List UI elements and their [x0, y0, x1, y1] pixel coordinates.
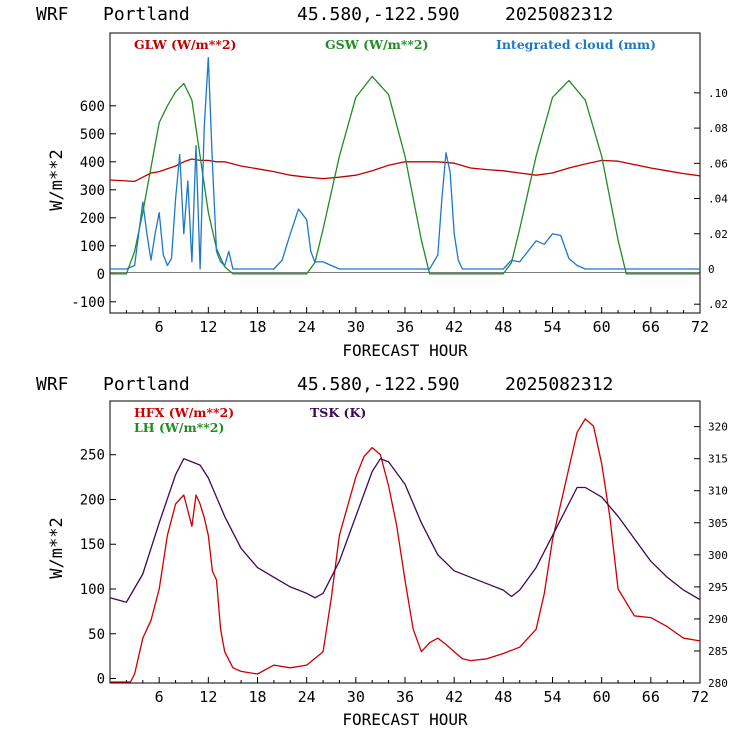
p2-x-tick-label-54: 54 — [543, 688, 561, 706]
panel-1-plot-frame — [109, 32, 701, 314]
p2-x-tick-label-30: 30 — [347, 688, 365, 706]
p1-x-tick-label-54: 54 — [543, 318, 561, 336]
p1-x-tick-label-60: 60 — [593, 318, 611, 336]
legend-gsw: GSW (W/m**2) — [325, 37, 429, 52]
p1-y-left-tick-label: 0 — [97, 267, 105, 283]
panel-1-x-axis: 6 12 18 24 30 36 42 48 54 60 66 72 — [125, 307, 709, 336]
p1-x-tick-label-72: 72 — [691, 318, 709, 336]
p1-y-right-tick-label: .10 — [708, 87, 728, 100]
panel-2-legend: HFX (W/m**2) LH (W/m**2) TSK (K) — [134, 405, 366, 435]
p1-x-tick-label-66: 66 — [642, 318, 660, 336]
panel-1-header: WRF Portland 45.580,-122.590 2025082312 — [36, 4, 613, 25]
p1-y-left-tick-label: 400 — [80, 155, 105, 171]
p1-series-line-0 — [109, 158, 701, 183]
p1-y-right-tick-label: .02 — [708, 228, 728, 241]
p1-x-tick-label-30: 30 — [347, 318, 365, 336]
panel-2-header: WRF Portland 45.580,-122.590 2025082312 — [36, 374, 613, 395]
legend-integrated-cloud: Integrated cloud (mm) — [496, 37, 656, 52]
p2-x-tick-label-18: 18 — [248, 688, 266, 706]
p1-x-tick-label-12: 12 — [199, 318, 217, 336]
panel-2-init-time: 2025082312 — [505, 374, 613, 395]
p2-series-line-0 — [110, 418, 701, 683]
p1-series-line-1 — [110, 75, 700, 275]
p2-y-right-tick-label: 320 — [708, 421, 728, 434]
p2-y-right-tick-label: 315 — [708, 453, 728, 466]
panel-2-model: WRF — [36, 374, 69, 395]
p1-x-tick-label-48: 48 — [494, 318, 512, 336]
panel-2-coords: 45.580,-122.590 — [297, 374, 460, 395]
p1-y-right-tick-label: .06 — [708, 157, 728, 170]
p1-y-left-tick-label: 100 — [80, 239, 105, 255]
p1-y-right-tick-label: .04 — [708, 193, 728, 206]
p2-x-tick-label-12: 12 — [199, 688, 217, 706]
p2-y-right-tick-label: 290 — [708, 613, 728, 626]
p1-y-left-tick-label: 300 — [80, 183, 105, 199]
p1-x-tick-label-42: 42 — [445, 318, 463, 336]
legend-glw: GLW (W/m**2) — [134, 37, 236, 52]
p1-y-right-tick-label: .02 — [708, 298, 728, 311]
panel-1-coords: 45.580,-122.590 — [297, 4, 460, 25]
p2-y-right-tick-label: 310 — [708, 485, 728, 498]
p1-series-line-2 — [110, 57, 700, 270]
p1-y-left-tick-label: -100 — [71, 295, 105, 311]
p2-x-tick-label-24: 24 — [298, 688, 316, 706]
panel-1-y-axis-left: -100 0 100 200 300 400 500 600 — [71, 99, 116, 311]
p1-y-right-tick-label: 0 — [708, 263, 715, 276]
p2-y-left-tick-label: 50 — [88, 627, 105, 643]
p2-series-line-2 — [109, 458, 701, 603]
panel-2-y-axis-right: 280 285 290 295 300 305 310 315 320 — [694, 421, 728, 690]
legend-tsk: TSK (K) — [310, 405, 366, 420]
legend-hfx: HFX (W/m**2) — [134, 405, 234, 420]
panel-radiation: WRF Portland 45.580,-122.590 2025082312 … — [36, 4, 728, 360]
p1-x-tick-label-6: 6 — [155, 318, 164, 336]
p2-y-left-tick-label: 0 — [97, 672, 105, 688]
p2-y-right-tick-label: 305 — [708, 517, 728, 530]
p1-x-tick-label-18: 18 — [248, 318, 266, 336]
panel-2-x-axis-label: FORECAST HOUR — [342, 710, 468, 729]
p2-y-right-tick-label: 295 — [708, 581, 728, 594]
panel-2-location: Portland — [103, 374, 190, 395]
panel-1-x-axis-label: FORECAST HOUR — [342, 341, 468, 360]
panel-1-model: WRF — [36, 4, 69, 25]
p2-y-left-tick-label: 100 — [80, 582, 105, 598]
p2-x-tick-label-36: 36 — [396, 688, 414, 706]
p2-y-right-tick-label: 285 — [708, 645, 728, 658]
p1-y-left-tick-label: 500 — [80, 127, 105, 143]
panel-1-y-axis-right: .02 0 .02 .04 .06 .08 .10 — [694, 87, 728, 311]
p1-y-right-tick-label: .08 — [708, 122, 728, 135]
panel-heat-flux: WRF Portland 45.580,-122.590 2025082312 … — [36, 374, 728, 729]
panel-2-y-axis-label: W/m**2 — [47, 517, 67, 578]
p2-x-tick-label-66: 66 — [642, 688, 660, 706]
p2-x-tick-label-48: 48 — [494, 688, 512, 706]
panel-1-init-time: 2025082312 — [505, 4, 613, 25]
p2-y-left-tick-label: 200 — [80, 492, 105, 508]
p2-x-tick-label-60: 60 — [593, 688, 611, 706]
panel-2-plot-frame — [109, 400, 701, 684]
panel-2-y-axis-left: 0 50 100 150 200 250 — [80, 448, 116, 688]
panel-1-location: Portland — [103, 4, 190, 25]
p2-y-left-tick-label: 150 — [80, 537, 105, 553]
p2-x-tick-label-6: 6 — [155, 688, 164, 706]
panel-1-y-axis-label: W/m**2 — [47, 149, 67, 210]
p1-y-left-tick-label: 600 — [80, 99, 105, 115]
p1-x-tick-label-24: 24 — [298, 318, 316, 336]
panel-1-legend: GLW (W/m**2) GSW (W/m**2) Integrated clo… — [134, 37, 656, 52]
panel-2-x-axis: 6 12 18 24 30 36 42 48 54 60 66 72 — [125, 677, 709, 706]
p1-x-tick-label-36: 36 — [396, 318, 414, 336]
panel-2-series — [109, 418, 701, 683]
p2-y-left-tick-label: 250 — [80, 448, 105, 464]
p2-x-tick-label-72: 72 — [691, 688, 709, 706]
p2-y-right-tick-label: 300 — [708, 549, 728, 562]
p2-x-tick-label-42: 42 — [445, 688, 463, 706]
panel-1-series — [109, 57, 701, 275]
p2-y-right-tick-label: 280 — [708, 677, 728, 690]
p1-y-left-tick-label: 200 — [80, 211, 105, 227]
legend-lh: LH (W/m**2) — [134, 420, 224, 435]
